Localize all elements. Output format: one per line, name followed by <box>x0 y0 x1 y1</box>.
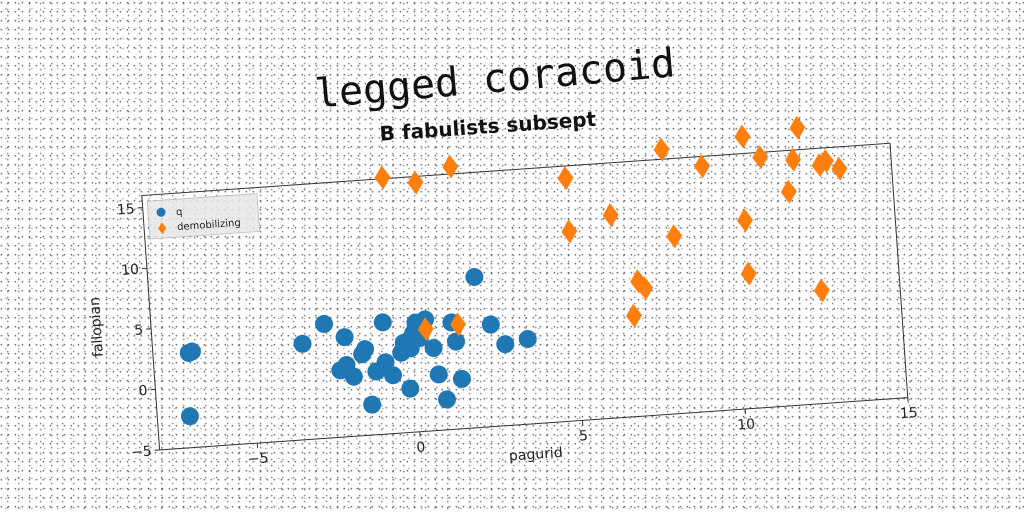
y-tick-label: 0 <box>138 383 148 400</box>
point-q <box>376 353 395 372</box>
y-tick-label: 15 <box>116 201 135 218</box>
x-tick-label: 5 <box>579 428 589 445</box>
point-q <box>403 324 422 343</box>
legend: q demobilizing <box>146 193 261 240</box>
point-demobilizing <box>780 179 797 204</box>
point-demobilizing <box>450 312 467 337</box>
point-q <box>356 340 375 359</box>
figure-title: legged coracoid <box>313 40 677 117</box>
point-q <box>437 390 456 409</box>
point-demobilizing <box>737 208 753 233</box>
point-q <box>335 328 354 347</box>
point-demobilizing <box>417 317 434 342</box>
point-q <box>518 329 537 348</box>
plot-group: B fabulists subsept −5 0 5 10 15 −5 0 5 10 15 pag… <box>87 107 919 468</box>
point-q <box>401 379 420 398</box>
point-q <box>465 267 484 286</box>
point-q <box>429 365 448 384</box>
point-demobilizing <box>785 147 802 172</box>
point-demobilizing <box>557 166 574 191</box>
point-demobilizing <box>789 115 806 140</box>
point-q <box>481 315 500 334</box>
y-tick-label: 5 <box>134 322 144 339</box>
x-tick-label: −5 <box>247 450 269 467</box>
legend-label-demobilizing: demobilizing <box>177 218 241 233</box>
point-demobilizing <box>740 261 757 286</box>
point-q <box>363 395 382 414</box>
point-demobilizing <box>831 156 848 181</box>
point-demobilizing <box>374 165 391 190</box>
chart-title: B fabulists subsept <box>379 107 597 146</box>
point-q <box>344 367 363 386</box>
point-q <box>447 332 466 351</box>
legend-label-q: q <box>176 207 183 218</box>
point-q <box>179 343 198 362</box>
legend-marker-demobilizing <box>158 222 167 235</box>
point-demobilizing <box>752 145 769 170</box>
point-demobilizing <box>626 303 642 328</box>
point-demobilizing <box>813 278 830 303</box>
point-demobilizing <box>602 203 619 228</box>
point-demobilizing <box>734 124 751 149</box>
point-demobilizing <box>442 154 459 179</box>
point-demobilizing <box>694 154 710 179</box>
axis-ticks: −5 0 5 10 15 −5 0 5 10 15 <box>116 201 918 468</box>
point-q <box>373 313 392 332</box>
plot-area <box>141 142 909 451</box>
point-demobilizing <box>653 137 670 162</box>
x-tick-label: 10 <box>737 416 756 433</box>
point-demobilizing <box>811 153 828 178</box>
data-marks <box>179 115 848 426</box>
x-tick-label: 15 <box>899 405 918 422</box>
point-q <box>424 339 443 358</box>
legend-box <box>146 193 261 240</box>
point-q <box>315 315 334 334</box>
legend-marker-q <box>156 207 166 217</box>
y-axis-label: fallopian <box>87 296 107 357</box>
point-demobilizing <box>561 219 578 244</box>
point-demobilizing <box>637 276 654 301</box>
point-q <box>293 334 312 353</box>
x-tick-label: 0 <box>416 439 426 456</box>
point-demobilizing <box>817 149 834 174</box>
point-q <box>452 369 471 388</box>
point-q <box>496 335 515 354</box>
point-demobilizing <box>666 224 683 249</box>
x-axis-label: pagurid <box>508 445 563 465</box>
y-tick-label: 10 <box>121 262 140 279</box>
point-demobilizing <box>407 170 424 195</box>
point-q <box>180 407 199 426</box>
y-tick-label: −5 <box>131 444 153 461</box>
